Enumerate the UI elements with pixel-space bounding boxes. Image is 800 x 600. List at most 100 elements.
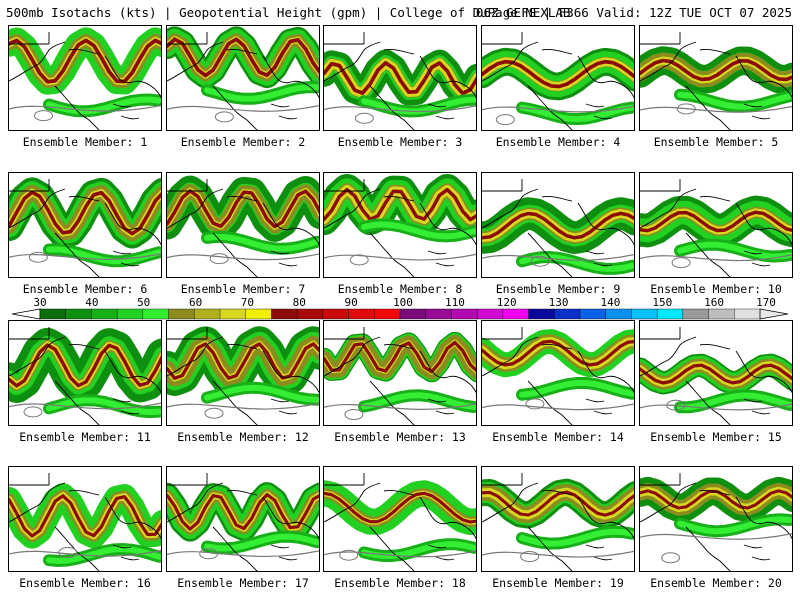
colorbar-swatch	[219, 308, 247, 320]
isotach-map-1	[9, 27, 161, 130]
jet-band-4	[640, 210, 792, 233]
coastline-4	[167, 179, 208, 192]
coastline-5	[383, 49, 415, 55]
coastline-3	[743, 544, 771, 561]
ensemble-member-label: Ensemble Member: 4	[495, 135, 621, 149]
colorbar-swatch	[194, 308, 221, 320]
coastline-0	[167, 188, 224, 229]
ensemble-member-14-map	[481, 320, 635, 426]
coastline-0	[482, 41, 539, 82]
coastline-2	[262, 496, 319, 540]
closed-height-contour	[209, 253, 229, 265]
height-contour	[482, 550, 634, 558]
ensemble-member-label: Ensemble Member: 17	[177, 576, 309, 590]
colorbar-tick-label: 50	[137, 296, 151, 309]
colorbar-swatch	[656, 308, 684, 320]
coastline-1	[369, 526, 415, 571]
coastline-0	[482, 482, 539, 523]
ensemble-member-6-map	[8, 172, 162, 278]
colorbar-swatch	[348, 308, 375, 320]
closed-height-contour	[23, 406, 43, 418]
ensemble-member-12-map	[166, 320, 320, 426]
coastline-3	[585, 398, 613, 415]
closed-height-contour	[661, 552, 681, 564]
isotach-map-5	[640, 32, 792, 130]
colorbar-swatch	[631, 308, 658, 320]
coastline-3	[427, 250, 455, 267]
colorbar-tick-label: 100	[393, 296, 413, 309]
jet-band-4	[482, 490, 634, 517]
coastline-0	[167, 41, 224, 82]
jet-band-4	[324, 61, 476, 96]
isotach-map-13	[324, 327, 476, 425]
coastline-0	[324, 482, 381, 523]
coastline-4	[324, 327, 365, 340]
jet-band-4	[640, 58, 792, 82]
ensemble-member-19-map	[481, 466, 635, 572]
closed-height-contour	[199, 548, 219, 560]
ensemble-member-label: Ensemble Member: 3	[337, 135, 463, 149]
colorbar-swatch	[39, 308, 67, 320]
isotach-map-16	[9, 473, 161, 571]
closed-height-contour	[676, 103, 696, 115]
jet-branch-band-1	[677, 516, 792, 535]
colorbar-swatch	[605, 308, 632, 320]
isotach-map-7	[167, 175, 319, 277]
isotach-map-8	[324, 173, 476, 277]
jet-branch-band-1	[677, 241, 792, 260]
closed-height-contour	[349, 254, 369, 266]
coastline-5	[226, 196, 258, 202]
height-contour	[167, 402, 319, 410]
coastline-5	[68, 196, 100, 202]
colorbar-swatch	[682, 308, 710, 320]
coastline-3	[585, 250, 613, 267]
coastline-0	[9, 41, 66, 82]
coastline-3	[427, 398, 455, 415]
jet-branch-band-1	[204, 233, 319, 252]
coastline-1	[54, 380, 100, 425]
coastline-0	[640, 188, 697, 229]
jet-branch-band-1	[677, 91, 792, 110]
coastline-5	[541, 344, 573, 350]
jet-branch-band-1	[677, 392, 792, 411]
isotach-map-14	[482, 327, 634, 425]
ensemble-member-label: Ensemble Member: 18	[334, 576, 466, 590]
coastline-5	[699, 196, 731, 202]
colorbar-tick-label: 130	[548, 296, 569, 309]
jet-band-4	[9, 38, 161, 84]
ensemble-member-label: Ensemble Member: 2	[180, 135, 306, 149]
closed-height-contour	[34, 110, 53, 122]
coastline-1	[212, 85, 258, 130]
jet-band-4	[9, 190, 161, 236]
height-contour	[482, 253, 634, 261]
colorbar-swatch	[65, 308, 92, 320]
colorbar-swatch	[271, 308, 298, 320]
coastline-2	[735, 55, 792, 99]
ensemble-member-13-map	[323, 320, 477, 426]
colorbar-scale	[11, 308, 789, 320]
jet-branch-band-1	[361, 541, 476, 560]
isotach-map-4	[482, 32, 634, 130]
coastline-3	[585, 544, 613, 561]
jet-branch-band-1	[46, 545, 161, 565]
closed-height-contour	[214, 111, 234, 123]
colorbar-swatch	[142, 308, 170, 320]
coastline-4	[640, 327, 681, 340]
jet-branch-band-1	[204, 84, 319, 102]
ensemble-member-label: Ensemble Member: 14	[492, 430, 624, 444]
coastline-1	[369, 232, 415, 277]
coastline-4	[167, 327, 208, 340]
colorbar-tick-label: 140	[600, 296, 621, 309]
colorbar-swatch	[116, 308, 144, 320]
ensemble-member-label: Ensemble Member: 12	[177, 430, 309, 444]
colorbar-tick-label: 110	[444, 296, 465, 309]
jet-branch-band-1	[361, 221, 476, 240]
ensemble-member-9-map	[481, 172, 635, 278]
isotach-map-10	[640, 179, 792, 277]
height-contour	[482, 403, 634, 411]
jet-branch-band-1	[46, 96, 161, 115]
coastline-4	[640, 179, 681, 192]
jet-band-4	[482, 211, 634, 240]
colorbar-low-arrow	[11, 308, 41, 320]
coastline-4	[482, 327, 523, 340]
